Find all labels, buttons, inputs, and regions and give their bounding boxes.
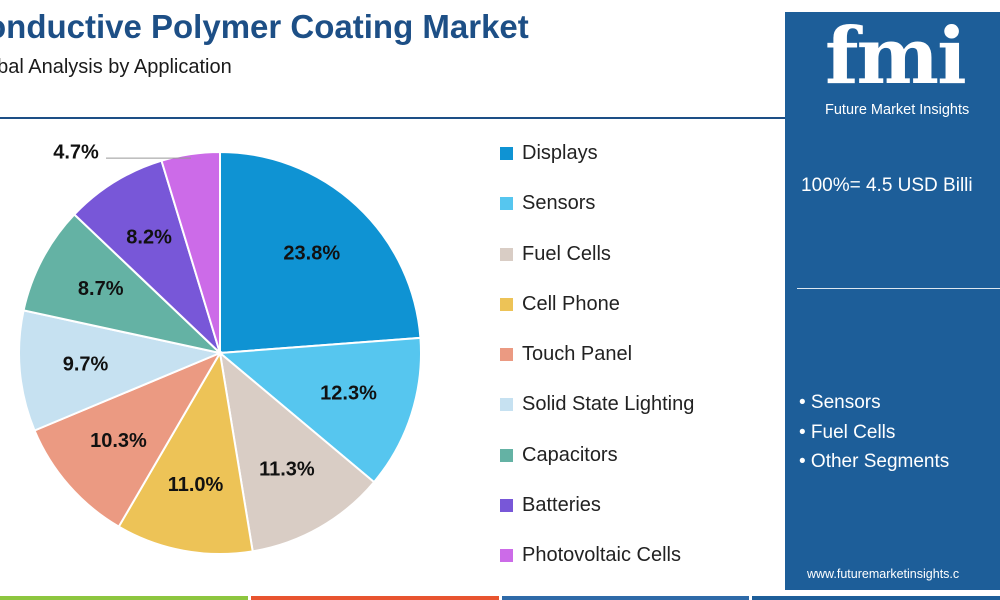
data-label-capacitors: 8.7% <box>78 278 124 300</box>
pie-slice-touch-panel <box>33 350 223 529</box>
website-url: www.futuremarketinsights.c <box>807 567 960 581</box>
legend-item-photovoltaic-cells: Photovoltaic Cells <box>500 544 780 594</box>
legend-swatch <box>500 197 513 211</box>
legend: Displays Sensors Fuel Cells Cell Phone Touch… <box>500 142 780 595</box>
pie-slice-sensors <box>217 336 422 484</box>
legend-label: Sensors <box>522 192 596 215</box>
legend-swatch <box>500 499 513 513</box>
legend-label: Photovoltaic Cells <box>522 544 681 567</box>
data-label-touch-panel: 10.3% <box>90 430 147 452</box>
legend-label: Touch Panel <box>522 343 633 366</box>
chart-subtitle: obal Analysis by Application <box>0 56 232 78</box>
legend-item-touch-panel: Touch Panel <box>500 343 780 393</box>
pie-slice-batteries <box>72 159 223 357</box>
legend-item-cell-phone: Cell Phone <box>500 293 780 343</box>
chart-title: onductive Polymer Coating Market <box>0 8 529 45</box>
data-label-photovoltaic-cells: 4.7% <box>53 141 99 163</box>
header-rule <box>0 117 790 119</box>
pie-slice-solid-state-lighting <box>18 309 224 432</box>
segment-item: • Sensors <box>799 392 881 413</box>
legend-label: Cell Phone <box>522 292 620 315</box>
data-label-displays: 23.8% <box>283 242 340 264</box>
pie-slice-displays <box>219 150 422 355</box>
segment-item: • Other Segments <box>799 451 950 472</box>
legend-item-batteries: Batteries <box>500 494 780 544</box>
legend-swatch <box>500 448 513 462</box>
logo-text: Future Market Insights <box>825 102 970 118</box>
data-label-solid-state-lighting: 9.7% <box>63 354 109 376</box>
legend-label: Displays <box>522 142 598 164</box>
panel-divider <box>797 288 1000 289</box>
legend-item-fuel-cells: Fuel Cells <box>500 243 780 293</box>
legend-label: Solid State Lighting <box>522 393 695 416</box>
legend-swatch <box>500 297 513 311</box>
data-label-fuel-cells: 11.3% <box>259 459 315 481</box>
pie-slice-capacitors <box>22 213 224 355</box>
data-label-sensors: 12.3% <box>320 383 377 405</box>
bottom-color-bar <box>0 596 1000 600</box>
legend-item-capacitors: Capacitors <box>500 444 780 494</box>
data-label-cell-phone: 11.0% <box>168 474 224 496</box>
pie-slice-cell-phone <box>117 350 254 555</box>
legend-item-sensors: Sensors <box>500 192 780 242</box>
legend-swatch <box>500 247 513 261</box>
bottom-bar-segment <box>0 596 248 600</box>
legend-label: Capacitors <box>522 443 618 466</box>
fmi-logo: fmi <box>825 12 967 102</box>
data-label-batteries: 8.2% <box>126 226 172 248</box>
bottom-bar-segment <box>752 596 1000 600</box>
legend-swatch <box>500 549 513 563</box>
segment-item: • Fuel Cells <box>799 421 896 443</box>
pie-slice-photovoltaic-cells <box>160 150 221 354</box>
segment-list: • Sensors • Fuel Cells • Other Segments <box>799 388 949 477</box>
market-total: 100%= 4.5 USD Billi <box>801 175 973 196</box>
legend-label: Batteries <box>522 494 601 517</box>
pie-chart: 23.8% 12.3% 11.3% 11.0% 10.3% 9.7% 8.7% 8.2% 4.7… <box>18 141 422 555</box>
legend-label: Fuel Cells <box>522 242 611 265</box>
bottom-bar-segment <box>501 596 750 600</box>
legend-swatch <box>500 398 513 412</box>
legend-swatch <box>500 147 513 160</box>
legend-swatch <box>500 348 513 362</box>
pie-slice-fuel-cells <box>218 350 376 553</box>
bottom-bar-segment <box>250 596 499 600</box>
legend-item-solid-state-lighting: Solid State Lighting <box>500 393 780 443</box>
legend-item-displays: Displays <box>500 142 780 192</box>
brand-panel: fmi Future Market Insights 100%= 4.5 USD… <box>785 12 1000 590</box>
